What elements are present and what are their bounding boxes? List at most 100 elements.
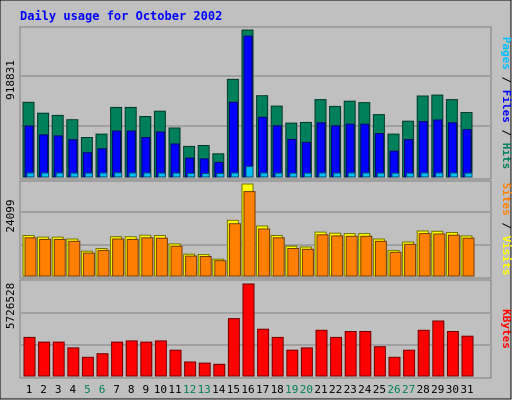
x-tick-day-3: 3 xyxy=(55,383,62,396)
bar-kbytes-day-24 xyxy=(359,331,372,377)
bar-sites-day-1 xyxy=(24,237,37,277)
chart-title: Daily usage for October 2002 xyxy=(20,9,222,23)
bar-files-day-4 xyxy=(68,139,78,178)
bar-pages-day-9 xyxy=(143,172,152,178)
bar-pages-day-28 xyxy=(420,172,429,178)
bar-files-day-9 xyxy=(141,137,151,178)
bar-kbytes-day-23 xyxy=(344,331,357,377)
bar-kbytes-day-16 xyxy=(242,283,255,377)
x-tick-day-4: 4 xyxy=(69,383,76,396)
bar-files-day-2 xyxy=(39,134,49,178)
bar-sites-day-3 xyxy=(53,238,66,277)
bar-files-day-11 xyxy=(170,143,180,178)
x-tick-day-10: 10 xyxy=(154,383,167,396)
x-tick-day-12: 12 xyxy=(183,383,196,396)
bar-kbytes-day-25 xyxy=(373,346,386,377)
bar-kbytes-day-19 xyxy=(286,349,299,377)
legend-top: Pages / Files / Hits xyxy=(500,37,512,170)
bar-pages-day-16 xyxy=(245,166,254,178)
x-tick-day-11: 11 xyxy=(168,383,181,396)
bar-pages-day-18 xyxy=(274,172,283,178)
bar-sites-day-2 xyxy=(39,238,52,277)
bar-pages-day-4 xyxy=(70,172,79,178)
bar-pages-day-24 xyxy=(362,172,371,178)
bar-pages-day-7 xyxy=(114,172,123,178)
bar-kbytes-day-26 xyxy=(388,356,401,377)
x-tick-day-17: 17 xyxy=(256,383,269,396)
bar-kbytes-day-29 xyxy=(432,320,445,377)
bar-kbytes-day-28 xyxy=(417,329,430,377)
legend-item-kbytes: KBytes xyxy=(500,309,512,349)
bar-sites-day-6 xyxy=(97,249,110,277)
bar-pages-day-20 xyxy=(303,172,312,178)
x-tick-day-27: 27 xyxy=(402,383,415,396)
bar-sites-day-9 xyxy=(141,237,154,277)
bar-sites-day-14 xyxy=(214,260,227,277)
bar-sites-day-20 xyxy=(301,248,314,277)
bar-files-day-31 xyxy=(462,129,472,178)
bar-sites-day-28 xyxy=(418,233,431,277)
bar-kbytes-day-20 xyxy=(300,347,313,377)
bar-files-day-25 xyxy=(374,133,384,178)
x-tick-day-1: 1 xyxy=(26,383,33,396)
bar-files-day-29 xyxy=(433,119,443,178)
bar-sites-day-29 xyxy=(433,233,446,277)
bar-sites-day-8 xyxy=(126,238,139,277)
bar-pages-day-14 xyxy=(216,173,225,178)
x-tick-day-8: 8 xyxy=(128,383,135,396)
bar-pages-day-21 xyxy=(318,172,327,178)
bar-files-day-20 xyxy=(301,141,311,178)
bar-sites-day-19 xyxy=(287,248,300,277)
bar-kbytes-day-22 xyxy=(330,336,343,377)
x-tick-day-6: 6 xyxy=(99,383,106,396)
bar-sites-day-7 xyxy=(112,238,125,277)
bar-kbytes-day-15 xyxy=(227,318,240,377)
x-tick-day-7: 7 xyxy=(113,383,120,396)
bar-kbytes-day-17 xyxy=(257,328,270,377)
x-tick-day-24: 24 xyxy=(358,383,372,396)
bar-kbytes-day-3 xyxy=(52,341,65,377)
x-tick-day-2: 2 xyxy=(40,383,47,396)
bar-sites-day-26 xyxy=(389,251,402,277)
bar-pages-day-23 xyxy=(347,172,356,178)
bar-sites-day-13 xyxy=(199,256,212,277)
x-tick-day-19: 19 xyxy=(285,383,298,396)
bar-files-day-27 xyxy=(404,139,414,178)
x-tick-day-20: 20 xyxy=(300,383,313,396)
x-tick-day-30: 30 xyxy=(446,383,459,396)
bar-pages-day-13 xyxy=(201,173,210,178)
bar-pages-day-12 xyxy=(187,173,196,178)
x-axis-labels: 1 2 3 4 5 6 7 8 9 10 11 12 13 14 15 16 17 18 19 20 21 22 23 24 2… xyxy=(26,383,474,396)
bar-pages-day-27 xyxy=(406,172,415,178)
x-tick-day-21: 21 xyxy=(314,383,327,396)
bar-kbytes-day-4 xyxy=(67,347,80,377)
bar-pages-day-25 xyxy=(376,172,385,178)
bar-kbytes-day-6 xyxy=(96,353,109,377)
bar-sites-day-24 xyxy=(360,235,373,277)
legend-item-hits: Hits xyxy=(500,143,512,170)
x-tick-day-23: 23 xyxy=(344,383,357,396)
bar-sites-day-30 xyxy=(447,234,460,277)
x-tick-day-9: 9 xyxy=(142,383,149,396)
bar-pages-day-6 xyxy=(99,172,108,178)
bar-pages-day-26 xyxy=(391,172,400,178)
bar-kbytes-day-9 xyxy=(140,341,153,377)
bar-pages-day-19 xyxy=(289,172,298,178)
panel-bot-ymax-label: 5726528 xyxy=(4,283,17,329)
bar-files-day-15 xyxy=(228,101,238,178)
bar-kbytes-day-1 xyxy=(23,336,36,377)
bar-files-day-19 xyxy=(287,138,297,178)
bar-pages-day-15 xyxy=(230,172,239,178)
bar-kbytes-day-10 xyxy=(154,340,167,377)
x-tick-day-18: 18 xyxy=(271,383,284,396)
bar-sites-day-31 xyxy=(462,237,475,277)
x-tick-day-5: 5 xyxy=(84,383,91,396)
right-legends: Pages / Files / Hits Sites / Visits KBytes xyxy=(500,37,512,349)
legend-item-sites: Sites xyxy=(500,183,512,216)
bar-pages-day-10 xyxy=(157,172,166,178)
bar-files-day-7 xyxy=(112,130,122,178)
panel-mid-ymax-label: 24099 xyxy=(4,199,17,232)
bar-sites-day-21 xyxy=(316,234,329,277)
bar-files-day-18 xyxy=(272,125,282,178)
